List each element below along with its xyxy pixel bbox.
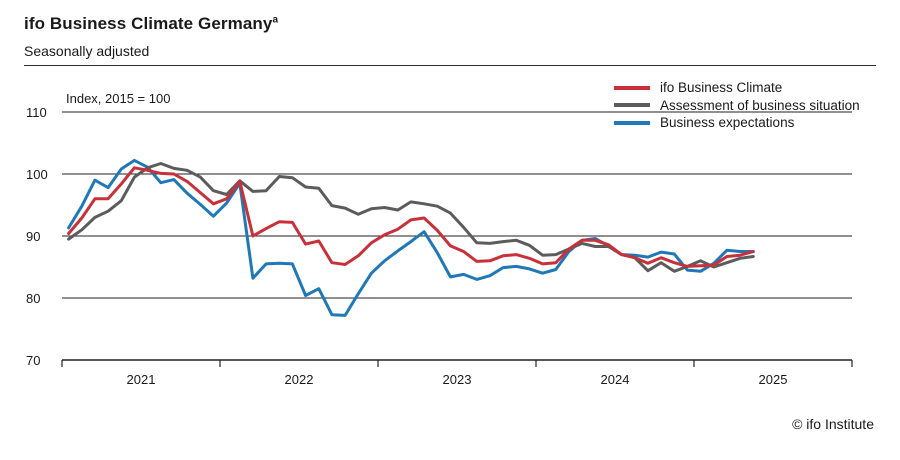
x-tick-label-2022: 2022 bbox=[285, 372, 314, 387]
chart-title-text: ifo Business Climate Germany bbox=[24, 14, 273, 33]
legend-item-expectations: Business expectations bbox=[614, 114, 860, 132]
y-unit-label: Index, 2015 = 100 bbox=[66, 91, 171, 106]
x-tick-label-2023: 2023 bbox=[443, 372, 472, 387]
x-tick-label-2021: 2021 bbox=[127, 372, 156, 387]
x-tick-label-2025: 2025 bbox=[759, 372, 788, 387]
source-credit: © ifo Institute bbox=[792, 416, 874, 432]
legend-item-climate: ifo Business Climate bbox=[614, 79, 860, 97]
y-tick-label-80: 80 bbox=[26, 291, 40, 306]
title-divider bbox=[24, 65, 876, 66]
chart-subtitle: Seasonally adjusted bbox=[24, 43, 150, 59]
series-line-assessment-of-business-situation bbox=[67, 162, 755, 273]
legend-label-climate: ifo Business Climate bbox=[660, 80, 783, 96]
legend-item-situation: Assessment of business situation bbox=[614, 97, 860, 115]
series-line-ifo-business-climate bbox=[67, 166, 755, 268]
legend-swatch-situation bbox=[614, 103, 650, 108]
y-tick-label-70: 70 bbox=[26, 353, 40, 368]
y-tick-label-90: 90 bbox=[26, 229, 40, 244]
y-tick-label-110: 110 bbox=[26, 105, 47, 120]
legend-label-expectations: Business expectations bbox=[660, 115, 795, 131]
legend-swatch-expectations bbox=[614, 120, 650, 125]
legend-label-situation: Assessment of business situation bbox=[660, 97, 860, 113]
x-tick-label-2024: 2024 bbox=[601, 372, 630, 387]
legend: ifo Business Climate Assessment of busin… bbox=[614, 79, 860, 132]
chart-title: ifo Business Climate Germanya bbox=[24, 14, 278, 34]
series-line-business-expectations bbox=[67, 158, 755, 317]
title-footnote-marker: a bbox=[272, 14, 279, 26]
legend-swatch-climate bbox=[614, 85, 650, 90]
y-tick-label-100: 100 bbox=[26, 167, 48, 182]
